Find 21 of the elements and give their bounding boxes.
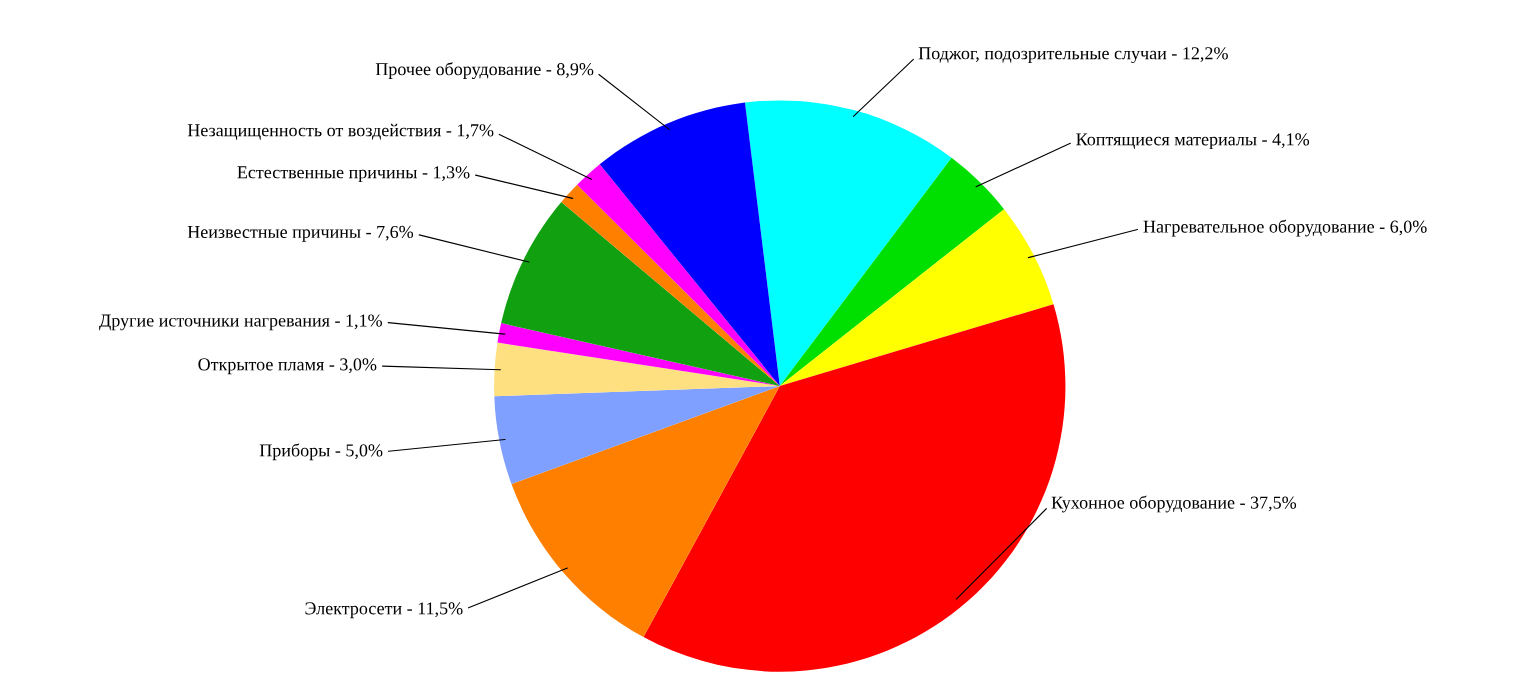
slice-label: Другие источники нагревания - 1,1% [99,314,383,331]
slice-label: Неизвестные причины - 7,6% [187,225,414,242]
pie-slice [497,323,780,387]
pie-slice [511,386,780,638]
slice-label: Нагревательное оборудование - 6,0% [1143,219,1427,237]
pie-slice [779,157,1005,387]
pie-slice [744,100,952,387]
slice-label: Электросети - 11,5% [305,602,463,619]
slice-label: Поджог, подозрительные случаи - 12,2% [918,47,1228,64]
slice-label: Приборы - 5,0% [259,443,383,461]
pie-slice [494,386,780,485]
slice-label: Открытое пламя - 3,0% [198,358,377,375]
pie-slice [779,209,1054,387]
pie-slice [599,102,780,387]
slice-label: Кухонное оборудование - 37,5% [1051,495,1297,513]
pie-slice [501,201,780,387]
slice-label: Коптящиеся материалы - 4,1% [1076,133,1310,150]
slice-label: Естественные причины - 1,3% [237,166,470,183]
pie-slice [577,164,780,387]
slice-label: Незащищенность от воздействия - 1,7% [187,123,494,140]
slice-label: Прочее оборудование - 8,9% [375,62,594,79]
